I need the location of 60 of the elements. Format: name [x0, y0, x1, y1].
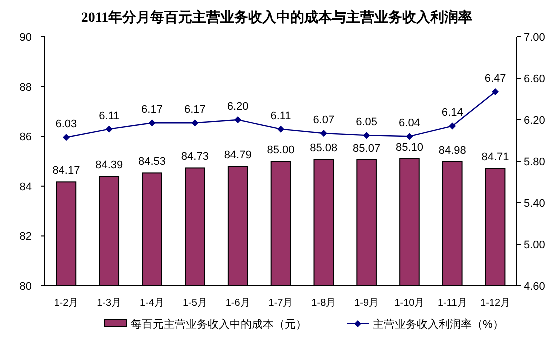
x-tick-label: 1-2月 [54, 298, 79, 309]
point [492, 88, 500, 96]
data-label: 6.03 [56, 118, 78, 131]
point [234, 116, 242, 124]
data-label: 6.47 [484, 72, 506, 85]
data-label: 6.17 [184, 104, 206, 116]
x-tick-label: 1-5月 [182, 298, 208, 309]
data-label: 6.14 [442, 107, 464, 120]
data-label: 84.17 [52, 165, 80, 178]
x-tick-label: 1-8月 [312, 298, 336, 309]
data-label: 85.07 [353, 142, 381, 155]
y2-tick-label: 7.00 [524, 32, 546, 44]
x-tick-label: 1-10月 [394, 298, 425, 309]
data-label: 6.11 [270, 110, 292, 122]
data-label: 6.04 [399, 118, 420, 130]
y-tick-label: 88 [20, 82, 32, 94]
data-label: 6.05 [356, 116, 378, 129]
legend-label: 每百元主营业务收入中的成本（元） [131, 318, 307, 331]
point [363, 132, 370, 140]
point [406, 133, 414, 140]
y-tick-label: 90 [20, 32, 32, 44]
y2-tick-label: 6.20 [524, 115, 546, 127]
x-tick-label: 1-9月 [354, 298, 380, 309]
data-label: 6.17 [142, 104, 163, 116]
x-tick-label: 1-7月 [268, 298, 294, 309]
y-tick-label: 84 [20, 181, 32, 194]
point [148, 120, 156, 127]
data-label: 6.11 [99, 110, 120, 122]
x-tick-label: 1-6月 [226, 298, 250, 309]
legend-label: 主营业务收入利润率（%） [373, 318, 504, 331]
y2-tick-label: 5.00 [524, 240, 546, 252]
y2-tick-label: 6.60 [524, 74, 546, 86]
data-label: 84.73 [181, 151, 209, 164]
y2-tick-label: 4.60 [524, 281, 546, 293]
data-label: 84.98 [438, 145, 466, 157]
data-label: 84.79 [224, 150, 252, 162]
y-tick-label: 80 [20, 281, 32, 293]
data-label: 84.39 [96, 160, 124, 172]
data-label: 85.00 [267, 144, 295, 156]
data-label: 6.20 [227, 101, 249, 113]
y2-tick-label: 5.80 [524, 156, 546, 168]
data-label: 85.10 [396, 142, 424, 154]
data-label: 84.53 [138, 156, 166, 168]
point [192, 120, 199, 127]
point [278, 126, 284, 133]
x-tick-label: 1-3月 [97, 298, 122, 309]
data-label: 85.08 [310, 142, 338, 155]
point [449, 122, 456, 130]
y-tick-label: 86 [20, 132, 32, 144]
data-label: 6.07 [313, 114, 335, 126]
chart-title: 2011年分月每百元主营业务收入中的成本与主营业务收入利润率 [81, 9, 473, 26]
point [62, 134, 70, 142]
point [106, 126, 113, 133]
data-label: 84.71 [482, 152, 510, 164]
x-tick-label: 1-11月 [438, 298, 468, 309]
x-tick-label: 1-12月 [480, 298, 511, 309]
point [320, 130, 328, 137]
x-tick-label: 1-4月 [140, 298, 164, 309]
y-tick-label: 82 [20, 231, 32, 244]
y2-tick-label: 5.40 [524, 198, 546, 210]
